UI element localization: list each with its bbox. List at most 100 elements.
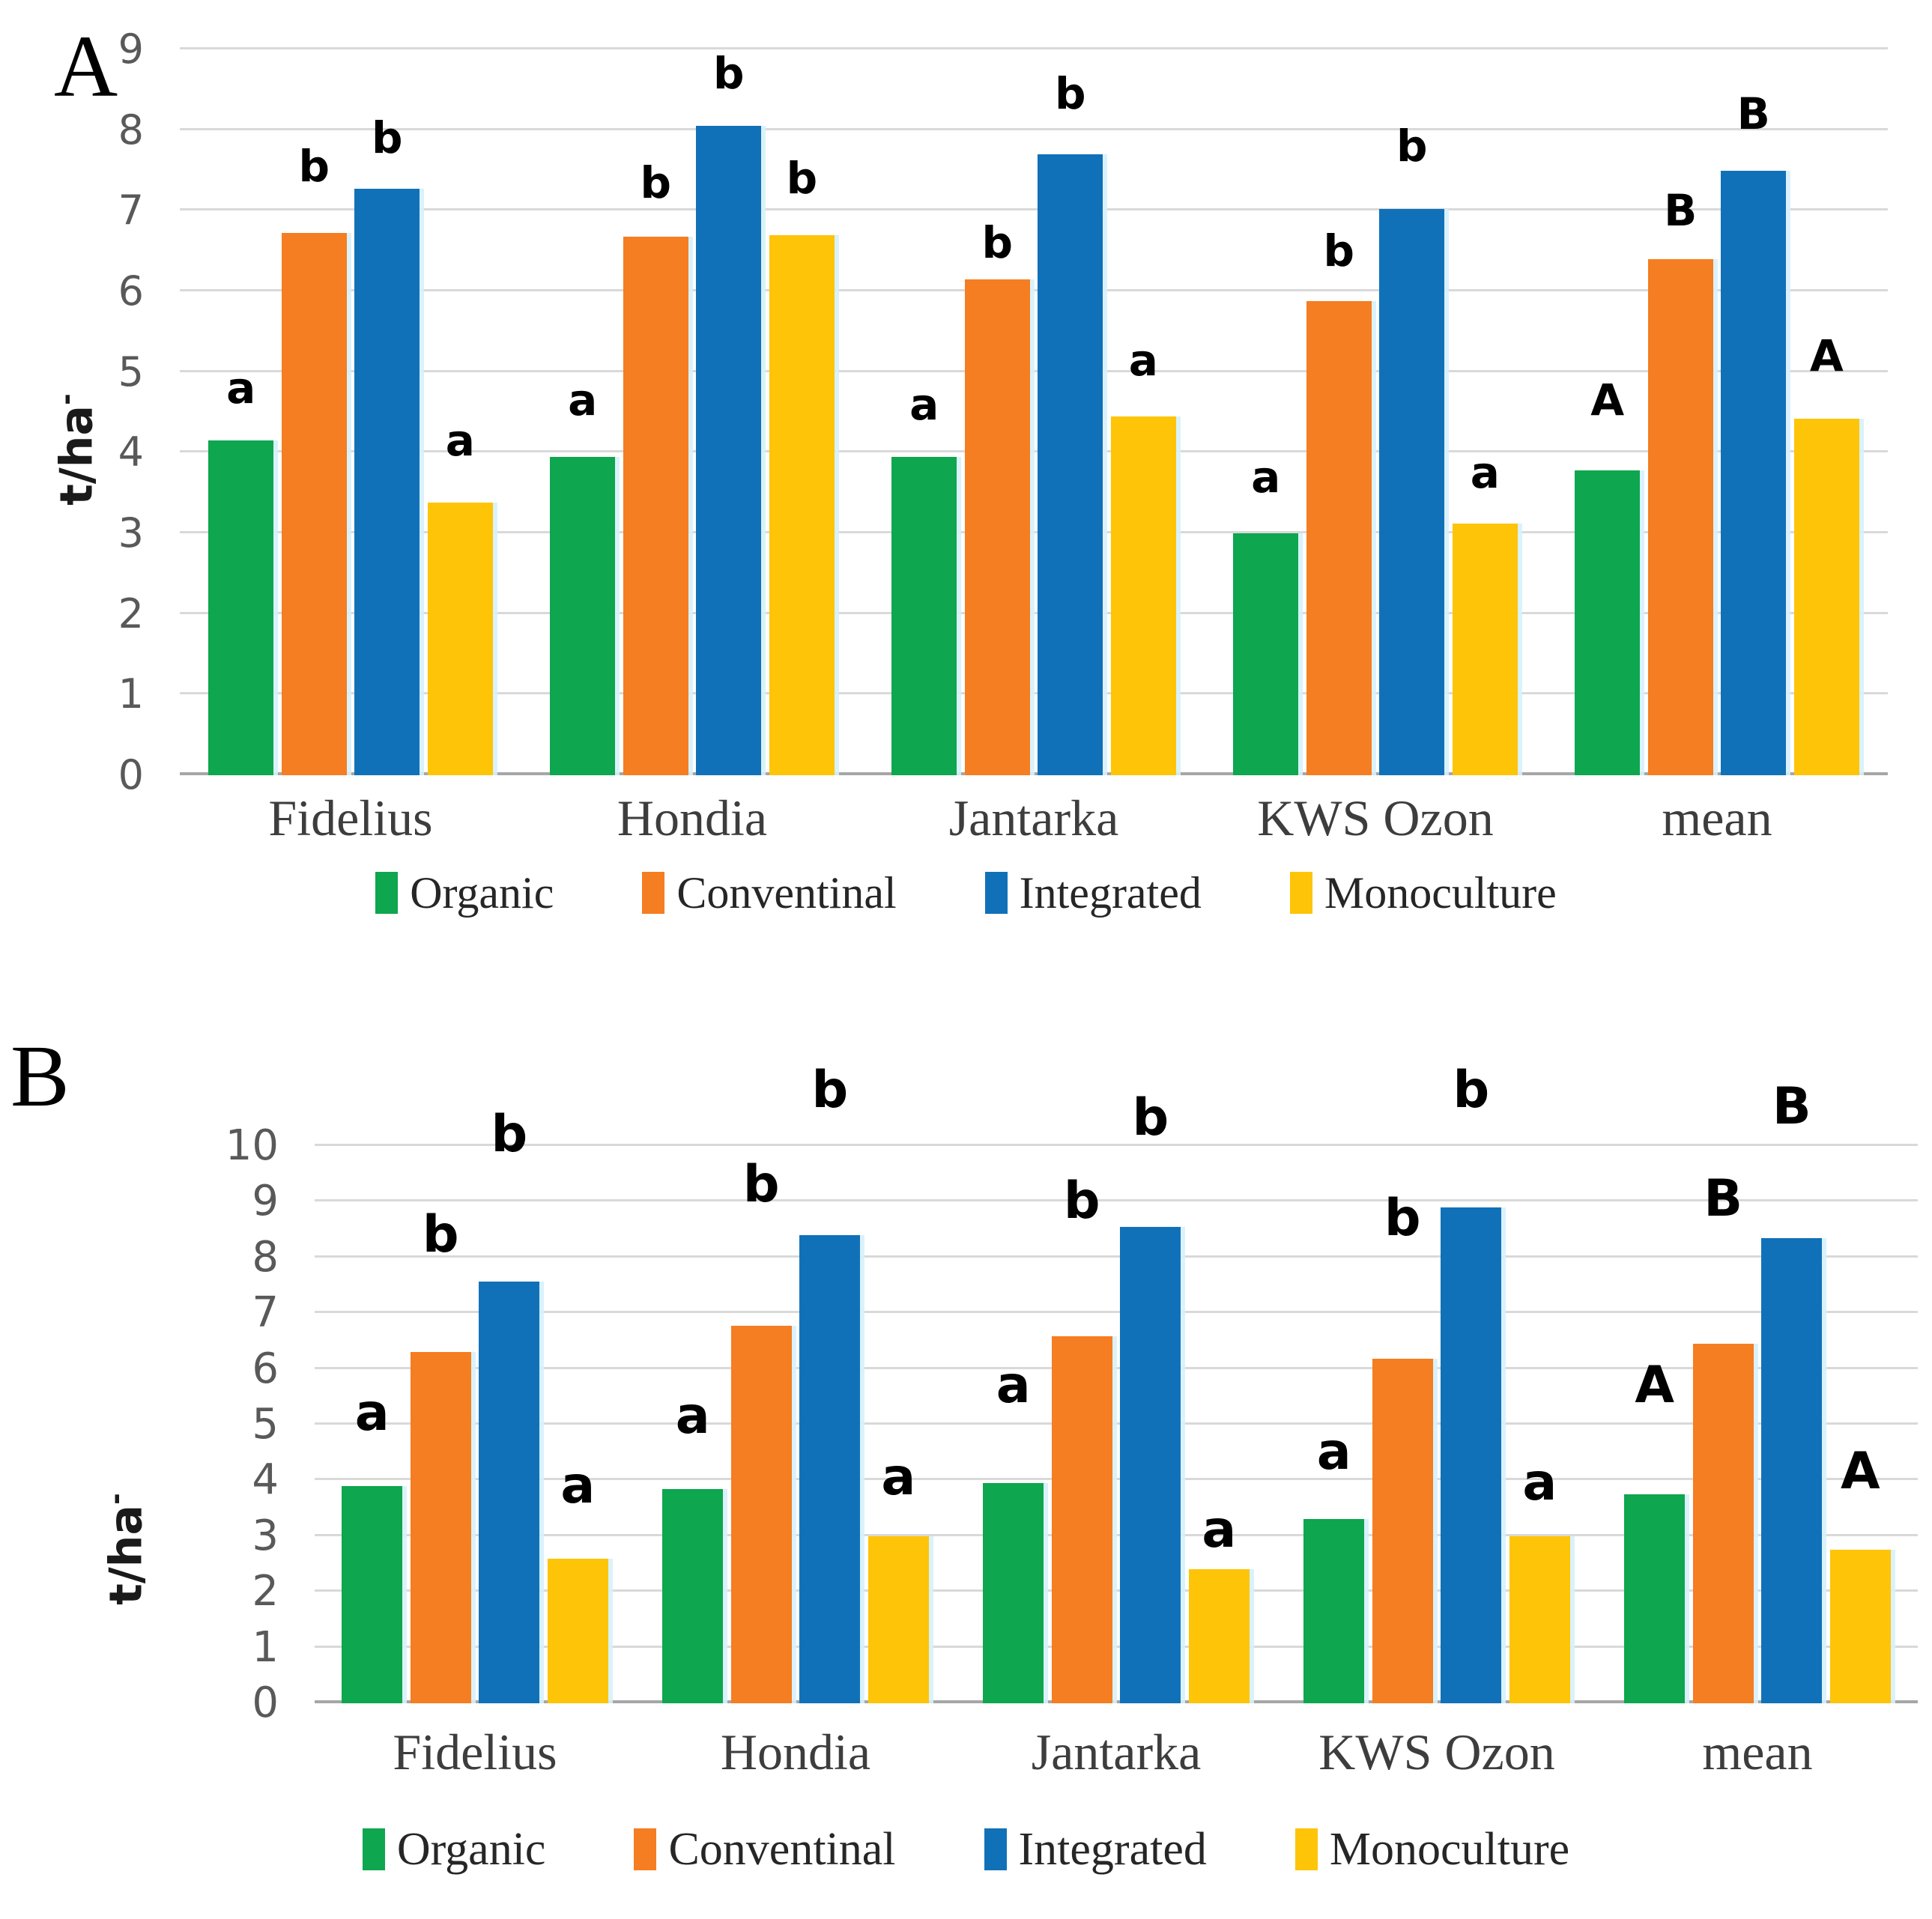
y-tick-6: 6 — [252, 1344, 279, 1393]
significance-letter: b — [1384, 1188, 1421, 1248]
y-tick-1: 1 — [118, 670, 144, 718]
bar-slot: B — [1761, 1081, 1823, 1703]
significance-letter: b — [786, 153, 818, 204]
legend-marker-monoculture — [1294, 1828, 1318, 1870]
bar-conventinal-0 — [410, 1352, 471, 1703]
bar-organic-1 — [662, 1488, 724, 1703]
significance-letter: a — [226, 363, 256, 414]
bar-integrated-2 — [1038, 154, 1103, 775]
bar-slot: b — [696, 48, 762, 775]
y-axis-title-text: t/ha — [100, 1504, 153, 1605]
bar-slot: a — [1509, 1146, 1570, 1703]
panel-a: A a b b a a b b b a b b a a b b a A B B A 0 1 2 3 4 5 6 7 8 9 t/ha- Fid… — [0, 17, 1932, 915]
bar-slot: a — [867, 1146, 929, 1703]
y-tick-3: 3 — [252, 1511, 279, 1560]
gridline-y-9 — [315, 1199, 1918, 1202]
gridline-y-1 — [180, 692, 1888, 695]
bar-slot: b — [354, 49, 420, 775]
legend: Organic Conventinal Integrated Monoculture — [0, 870, 1932, 915]
significance-letter: b — [1055, 68, 1086, 120]
bar-group-hondia: a b b b — [521, 49, 863, 775]
bar-slot: a — [1453, 49, 1518, 775]
legend-item-monoculture: Monoculture — [1294, 1824, 1570, 1875]
bar-integrated-0 — [354, 189, 420, 775]
bar-slot: a — [1303, 1146, 1365, 1703]
y-tick-6: 6 — [118, 267, 144, 315]
bar-slot: b — [410, 1146, 471, 1703]
significance-letter: b — [1063, 1171, 1100, 1231]
y-tick-0: 0 — [118, 751, 144, 798]
significance-letter: b — [1396, 121, 1428, 172]
bar-integrated-3 — [1379, 209, 1445, 775]
legend-label: Conventinal — [676, 868, 897, 918]
x-axis-category-row: Fidelius Hondia Jantarka KWS Ozon mean — [315, 1727, 1918, 1777]
x-axis-label-hondia: Hondia — [720, 1724, 871, 1780]
y-axis-title-text: t/ha — [50, 404, 103, 506]
bar-conventinal-3 — [1372, 1359, 1433, 1703]
y-tick-9: 9 — [118, 25, 144, 73]
significance-letter: B — [1736, 88, 1770, 140]
significance-letter: a — [996, 1355, 1031, 1415]
y-tick-3: 3 — [118, 509, 144, 557]
significance-letter: B — [1664, 185, 1698, 237]
bar-slot: b — [769, 49, 835, 775]
x-axis-label-mean: mean — [1702, 1724, 1813, 1780]
bar-monoculture-0 — [428, 503, 493, 775]
legend-item-conventinal: Conventinal — [642, 868, 897, 918]
legend-item-monoculture: Monoculture — [1289, 870, 1557, 915]
bar-slot: b — [1441, 1064, 1502, 1703]
gridline-y-6 — [180, 289, 1888, 292]
x-axis-label-hondia: Hondia — [617, 789, 768, 846]
legend-marker-integrated — [984, 872, 1008, 914]
significance-letter: A — [1809, 330, 1844, 382]
y-tick-0: 0 — [252, 1679, 279, 1727]
legend-label: Integrated — [1019, 868, 1202, 918]
y-axis-title: t/ha- — [100, 1493, 153, 1605]
bar-slot: B — [1692, 1146, 1754, 1703]
bar-monoculture-3 — [1509, 1535, 1570, 1703]
bar-slot: A — [1794, 49, 1859, 775]
y-tick-7: 7 — [118, 187, 144, 234]
bar-slot: b — [799, 1064, 861, 1703]
x-axis-label-mean: mean — [1662, 789, 1772, 846]
bar-monoculture-3 — [1453, 524, 1518, 775]
legend: Organic Conventinal Integrated Monoculture — [0, 1826, 1932, 1873]
significance-letter: a — [1470, 447, 1500, 499]
bar-slot: a — [1188, 1146, 1250, 1703]
bar-organic-4 — [1624, 1494, 1686, 1703]
bar-monoculture-1 — [769, 234, 835, 775]
significance-letter: B — [1704, 1168, 1743, 1228]
significance-letter: a — [675, 1386, 710, 1446]
significance-letter: b — [713, 48, 745, 100]
bar-conventinal-0 — [281, 233, 347, 775]
legend-marker-organic — [362, 1828, 385, 1870]
y-tick-8: 8 — [118, 106, 144, 154]
bar-organic-3 — [1233, 533, 1298, 775]
bar-monoculture-4 — [1794, 419, 1859, 775]
panel-a-label: A — [54, 17, 118, 115]
y-axis-title-superscript: - — [49, 393, 83, 405]
gridline-y-5 — [315, 1422, 1918, 1425]
bar-slot: b — [479, 1109, 540, 1703]
legend-item-conventinal: Conventinal — [634, 1826, 896, 1873]
y-tick-7: 7 — [252, 1288, 279, 1338]
bar-slot: b — [1379, 49, 1445, 775]
bar-integrated-1 — [799, 1235, 861, 1703]
y-tick-10: 10 — [225, 1121, 279, 1170]
legend-label: Monoculture — [1329, 1824, 1570, 1875]
significance-letter: b — [981, 217, 1013, 269]
bar-organic-1 — [550, 456, 615, 775]
bar-slot: b — [1120, 1092, 1181, 1703]
gridline-y-3 — [315, 1533, 1918, 1536]
bar-monoculture-4 — [1829, 1550, 1891, 1703]
gridline-y-2 — [180, 611, 1888, 614]
bar-monoculture-1 — [867, 1535, 929, 1703]
significance-letter: a — [560, 1455, 596, 1515]
gridline-y-3 — [180, 531, 1888, 534]
x-axis-label-kws-ozon: KWS Ozon — [1318, 1724, 1555, 1780]
gridline-y-5 — [180, 369, 1888, 372]
significance-letter: a — [445, 415, 475, 467]
bar-slot: a — [1111, 49, 1176, 775]
